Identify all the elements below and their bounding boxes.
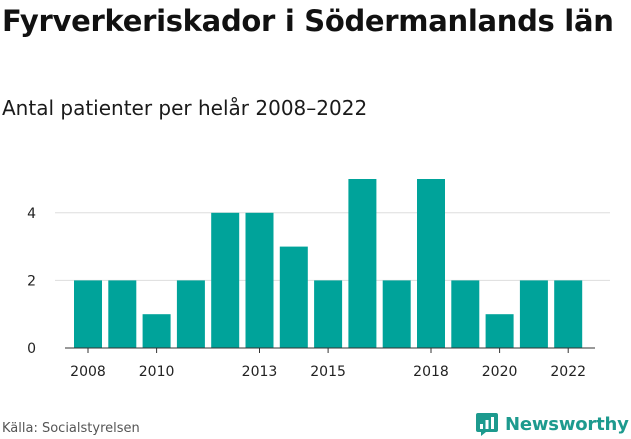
bar-2010 (142, 314, 171, 348)
bar-2008 (74, 280, 102, 348)
bars (74, 179, 583, 348)
source-note: Källa: Socialstyrelsen (2, 421, 140, 436)
x-axis-ticks: 2008 2010 2013 2015 2018 2020 2022 (65, 347, 595, 380)
y-tick-label: 0 (27, 341, 36, 357)
bar-2017 (382, 280, 411, 348)
x-tick-label: 2013 (242, 364, 278, 380)
bar-2015 (314, 280, 343, 348)
bar-2019 (451, 280, 480, 348)
bar-2022 (554, 280, 583, 348)
bar-chart: 0 2 4 2008 2010 2013 2015 2018 2020 2022 (27, 179, 610, 380)
bar-2012 (211, 212, 240, 348)
bar-2011 (176, 280, 205, 348)
bar-2020 (485, 314, 514, 348)
y-tick-label: 2 (27, 273, 36, 289)
x-tick-label: 2015 (310, 364, 346, 380)
grid-lines (55, 212, 610, 281)
bar-2014 (279, 246, 308, 348)
bar-2009 (108, 280, 137, 348)
bar-2018 (417, 179, 445, 348)
bar-2016 (348, 179, 377, 348)
x-tick-label: 2008 (70, 364, 106, 380)
x-tick-label: 2022 (550, 364, 586, 380)
x-tick-label: 2020 (482, 364, 518, 380)
x-tick-label: 2018 (413, 364, 449, 380)
chart-subtitle: Antal patienter per helår 2008–2022 (2, 96, 368, 120)
brand-name: Newsworthy (505, 413, 629, 435)
x-tick-label: 2010 (139, 364, 175, 380)
bar-2021 (519, 280, 548, 348)
newsworthy-logo-icon (476, 413, 498, 436)
chart-title: Fyrverkeriskador i Södermanlands län (2, 4, 614, 38)
y-axis-ticks: 0 2 4 (27, 206, 36, 357)
bar-2013 (245, 212, 274, 348)
y-tick-label: 4 (27, 206, 36, 222)
brand-logo: Newsworthy (475, 409, 629, 439)
